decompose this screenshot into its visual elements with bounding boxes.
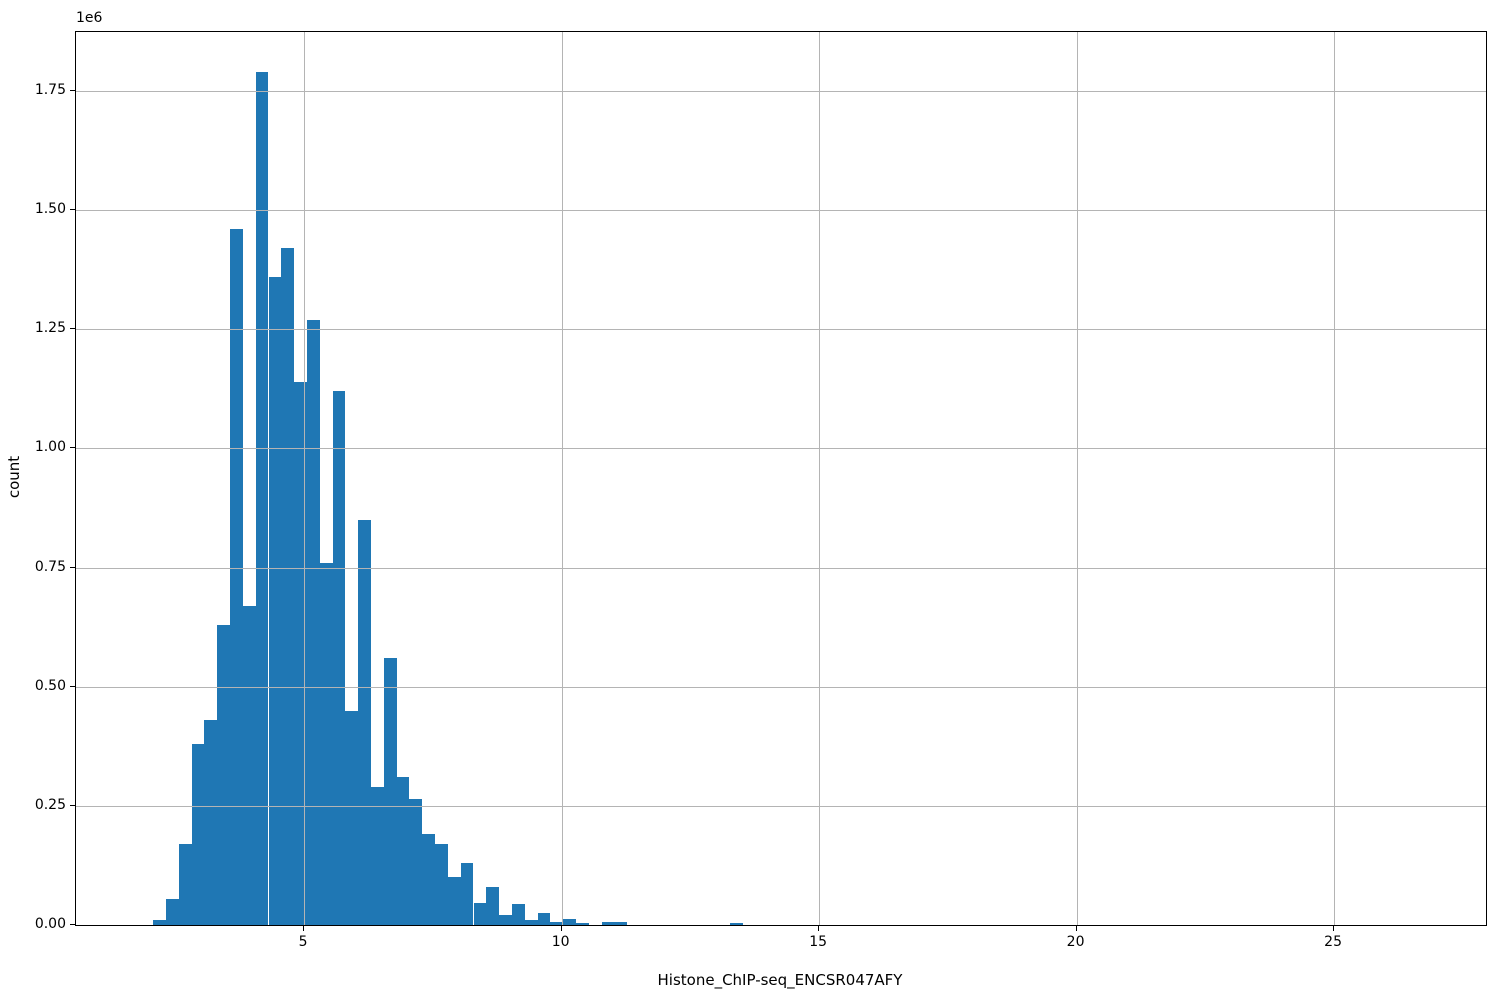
x-tick-mark xyxy=(818,926,820,931)
x-gridline xyxy=(1076,32,1078,925)
y-gridline xyxy=(76,805,1486,807)
x-tick-label: 25 xyxy=(1324,934,1342,950)
y-tick-label: 0.25 xyxy=(34,796,66,813)
histogram-bar xyxy=(319,562,333,925)
y-tick-label: 1.50 xyxy=(34,201,66,218)
histogram-bar xyxy=(601,922,615,925)
y-axis-offset-label: 1e6 xyxy=(76,10,103,26)
x-gridline xyxy=(561,32,563,925)
histogram-bar xyxy=(294,381,307,925)
y-gridline xyxy=(76,448,1486,450)
x-tick-mark xyxy=(303,926,305,931)
histogram-bar xyxy=(204,720,218,925)
histogram-bar xyxy=(473,902,487,925)
x-tick-label: 20 xyxy=(1066,934,1085,950)
histogram-bar xyxy=(178,844,192,925)
x-gridline xyxy=(1334,32,1336,925)
histogram-bar xyxy=(511,903,525,925)
y-tick-mark xyxy=(70,447,75,449)
histogram-bar xyxy=(563,919,576,925)
y-tick-mark xyxy=(70,685,75,687)
histogram-bar xyxy=(396,777,410,925)
histogram-bar xyxy=(371,786,384,925)
y-gridline xyxy=(76,686,1486,688)
histogram-bar xyxy=(729,923,743,925)
y-gridline xyxy=(76,567,1486,569)
x-gridline xyxy=(819,32,821,925)
y-tick-label: 1.00 xyxy=(34,439,66,456)
x-tick-mark xyxy=(560,926,562,931)
histogram-bar xyxy=(460,863,474,925)
histogram-bar xyxy=(524,919,538,925)
histogram-bar xyxy=(435,844,448,925)
histogram-bar xyxy=(217,624,231,925)
y-tick-label: 0.75 xyxy=(34,558,66,575)
y-tick-mark xyxy=(70,804,75,806)
histogram-bar xyxy=(486,886,500,925)
plot-area xyxy=(75,31,1487,926)
x-tick-mark xyxy=(1075,926,1077,931)
histogram-bar xyxy=(422,834,436,925)
y-tick-label: 0.50 xyxy=(34,677,66,694)
y-tick-label: 0.00 xyxy=(34,916,66,932)
y-tick-mark xyxy=(70,209,75,211)
histogram-bar xyxy=(537,912,551,925)
y-axis-label: count xyxy=(5,455,23,499)
histogram-bar xyxy=(614,922,628,925)
histogram-bar xyxy=(550,922,564,925)
histogram-bar xyxy=(383,658,397,925)
y-gridline xyxy=(76,91,1486,93)
histogram-bar xyxy=(576,923,589,925)
histogram-bar xyxy=(447,877,461,925)
histogram-bar xyxy=(268,276,282,925)
y-tick-mark xyxy=(70,90,75,92)
histogram-bar xyxy=(345,710,359,925)
histogram-bar xyxy=(191,743,205,925)
histogram-bar xyxy=(332,391,346,925)
y-gridline xyxy=(76,329,1486,331)
histogram-bar xyxy=(166,898,179,925)
y-tick-label: 1.25 xyxy=(34,320,66,337)
histogram-bar xyxy=(242,605,256,925)
x-tick-mark xyxy=(1333,926,1335,931)
histogram-bar xyxy=(230,229,243,925)
x-axis-label: Histone_ChIP-seq_ENCSR047AFY xyxy=(657,971,903,989)
histogram-bar xyxy=(153,920,166,925)
y-tick-label: 1.75 xyxy=(34,82,66,99)
y-tick-mark xyxy=(70,566,75,568)
x-tick-label: 10 xyxy=(551,934,570,950)
y-tick-mark xyxy=(70,328,75,330)
histogram-bar xyxy=(409,798,423,925)
histogram-bar xyxy=(255,72,269,925)
histogram-bar xyxy=(306,319,320,925)
histogram-bar xyxy=(358,519,371,925)
y-tick-mark xyxy=(70,924,75,925)
y-gridline xyxy=(76,210,1486,212)
x-tick-label: 5 xyxy=(298,934,308,950)
x-gridline xyxy=(304,32,306,925)
histogram-bar xyxy=(281,248,295,925)
histogram-bar xyxy=(499,915,512,925)
x-tick-label: 15 xyxy=(809,934,828,950)
